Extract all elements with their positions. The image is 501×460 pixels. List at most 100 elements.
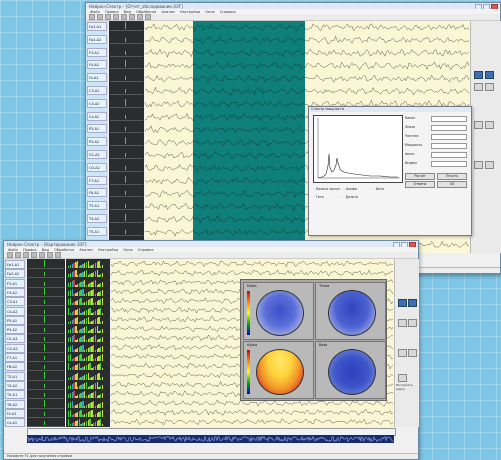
tool-button[interactable] <box>474 161 483 169</box>
channel-label[interactable]: F7-A1 <box>5 353 25 362</box>
channel-label[interactable]: F4-A2 <box>5 287 25 297</box>
channel-label[interactable]: P4-A2 <box>87 137 107 147</box>
value-field[interactable] <box>431 143 467 149</box>
channel-label[interactable]: C3-A1 <box>5 297 25 307</box>
channel-select-button[interactable] <box>485 71 494 79</box>
channel-label[interactable]: Fp1-A1 <box>87 22 107 31</box>
dialog-button[interactable]: OK <box>437 181 467 188</box>
tool-button[interactable] <box>485 121 494 129</box>
map-band-button[interactable] <box>408 299 417 307</box>
channel-label[interactable]: T5-A1 <box>87 226 107 236</box>
menu-item[interactable]: Окно <box>205 9 215 14</box>
channel-label[interactable]: O1-A1 <box>5 334 25 344</box>
channel-label[interactable]: O2-A2 <box>87 162 107 172</box>
open-icon[interactable] <box>89 14 95 20</box>
print-icon[interactable] <box>105 14 111 20</box>
channel-label[interactable]: F8-A2 <box>87 188 107 198</box>
channel-label[interactable]: T5-A1 <box>5 390 25 400</box>
zoom-icon[interactable] <box>113 14 119 20</box>
montage-icon[interactable] <box>145 14 151 20</box>
save-icon[interactable] <box>97 14 103 20</box>
channel-label[interactable]: Fp2-A2 <box>87 34 107 44</box>
map-panel-theta[interactable]: Theta <box>315 282 386 340</box>
tool-button[interactable] <box>474 83 483 91</box>
menu-item[interactable]: Вид <box>123 9 131 14</box>
value-field[interactable] <box>431 125 467 131</box>
channel-label[interactable]: Fz-A1 <box>5 408 25 418</box>
menu-item[interactable]: Вид <box>41 247 49 252</box>
dialog-button[interactable]: Расчёт <box>405 173 435 180</box>
stop-icon[interactable] <box>47 252 53 258</box>
zoom-icon[interactable] <box>31 252 37 258</box>
menu-item[interactable]: Анализ <box>79 247 93 252</box>
dialog-button[interactable]: Отмена <box>405 181 435 188</box>
menu-item[interactable]: Анализ <box>161 9 175 14</box>
menu-item[interactable]: Справка <box>137 247 154 252</box>
channel-label[interactable]: P3-A1 <box>87 124 107 134</box>
channel-label[interactable]: Fp1-A1 <box>5 260 25 269</box>
tool-button[interactable] <box>485 83 494 91</box>
menu-item[interactable]: Правка <box>104 9 119 14</box>
channel-label[interactable]: F7-A1 <box>87 175 107 185</box>
channel-label[interactable]: T3-A1 <box>87 201 107 211</box>
channel-label[interactable]: Fp2-A2 <box>5 269 25 279</box>
save-icon[interactable] <box>15 252 21 258</box>
filter-icon[interactable] <box>137 14 143 20</box>
band-option[interactable]: ◦ Тета <box>313 195 324 199</box>
channel-label[interactable]: Cz-A1 <box>87 111 107 121</box>
map-panel-alpha[interactable]: Alpha <box>243 341 314 399</box>
tool-button[interactable] <box>485 161 494 169</box>
channel-label[interactable]: F8-A2 <box>5 362 25 372</box>
record-timeline[interactable] <box>26 435 395 443</box>
selected-epoch[interactable] <box>193 21 305 253</box>
tool-button[interactable] <box>398 319 407 327</box>
print-icon[interactable] <box>23 252 29 258</box>
map-band-button[interactable] <box>398 299 407 307</box>
menu-item[interactable]: Настройки <box>179 9 201 14</box>
channel-label[interactable]: F3-A1 <box>87 47 107 57</box>
channel-label[interactable]: T3-A1 <box>5 371 25 381</box>
play-icon[interactable] <box>39 252 45 258</box>
band-option[interactable]: ◦ Полоса частот <box>313 187 341 191</box>
channel-label[interactable]: P4-A2 <box>5 325 25 335</box>
channel-label[interactable]: F4-A2 <box>87 60 107 70</box>
map-panel-beta[interactable]: Beta <box>315 341 386 399</box>
value-field[interactable] <box>431 161 467 167</box>
open-icon[interactable] <box>7 252 13 258</box>
tool-button[interactable] <box>408 319 417 327</box>
channel-label[interactable]: O2-A2 <box>5 343 25 353</box>
build-map-button[interactable] <box>398 374 407 382</box>
menu-item[interactable]: Обработка <box>135 9 157 14</box>
value-field[interactable] <box>431 134 467 140</box>
menu-item[interactable]: Обработка <box>53 247 75 252</box>
dialog-button[interactable]: Печать <box>437 173 467 180</box>
channel-label[interactable]: Fz-A1 <box>87 73 107 83</box>
channel-label[interactable]: O1-A1 <box>87 150 107 159</box>
map-panel-delta[interactable]: Delta <box>243 282 314 340</box>
tool-button[interactable] <box>398 349 407 357</box>
menu-item[interactable]: Настройки <box>97 247 119 252</box>
value-field[interactable] <box>431 152 467 158</box>
map-icon[interactable] <box>55 252 61 258</box>
channel-label[interactable]: C3-A1 <box>87 86 107 95</box>
band-option[interactable]: ◦ Дельта <box>343 195 359 199</box>
menu-item[interactable]: Файл <box>8 247 18 252</box>
channel-label[interactable]: C4-A2 <box>87 98 107 108</box>
value-field[interactable] <box>431 116 467 122</box>
menu-item[interactable]: Правка <box>22 247 37 252</box>
menu-item[interactable]: Файл <box>90 9 100 14</box>
channel-label[interactable]: T4-A2 <box>5 380 25 390</box>
channel-label[interactable]: Cz-A1 <box>5 418 25 428</box>
channel-label[interactable]: T4-A2 <box>87 214 107 223</box>
tool-button[interactable] <box>408 349 417 357</box>
tool-button[interactable] <box>474 121 483 129</box>
channel-select-button[interactable] <box>474 71 483 79</box>
channel-label[interactable]: P3-A1 <box>5 315 25 325</box>
stop-icon[interactable] <box>129 14 135 20</box>
menu-item[interactable]: Окно <box>123 247 133 252</box>
band-option[interactable]: ◦ Бета <box>373 187 384 191</box>
play-icon[interactable] <box>121 14 127 20</box>
channel-label[interactable]: C4-A2 <box>5 306 25 316</box>
band-option[interactable]: ◦ Альфа <box>343 187 357 191</box>
menu-item[interactable]: Справка <box>219 9 236 14</box>
